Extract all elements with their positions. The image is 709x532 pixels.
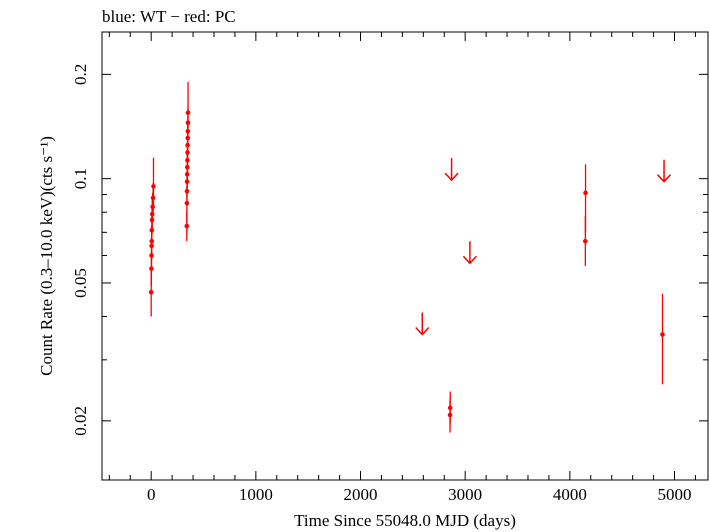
y-axis-ticks: 0.02 0.05 0.1 0.2 [71,64,708,436]
data-point [184,200,190,206]
data-point [184,223,190,229]
data-point [151,184,156,189]
x-tick-label: 4000 [553,485,587,504]
y-tick-label: 0.2 [71,64,90,85]
data-point [149,227,155,233]
x-tick-label: 0 [147,485,156,504]
data-point [184,179,190,184]
data-point [184,171,190,177]
x-tick-label: 2000 [344,485,378,504]
data-point [149,217,155,223]
upper-limit-arrow [415,312,430,336]
chart-title: blue: WT − red: PC [102,7,236,26]
data-point [185,135,191,141]
x-tick-label: 5000 [658,485,692,504]
data-point [149,253,154,258]
data-point [447,405,453,411]
x-axis-ticks: 0 1000 2000 3000 4000 5000 [108,32,696,504]
data-points [148,110,665,418]
error-bars [150,82,664,433]
data-point [447,412,453,418]
data-point [150,204,155,209]
data-point [148,289,154,295]
data-point [185,120,191,126]
y-tick-label: 0.05 [71,268,90,298]
x-tick-label: 3000 [448,485,482,504]
data-point [583,190,588,196]
data-point [149,238,155,244]
data-point [185,150,190,155]
data-point [149,243,154,249]
data-point [184,188,190,194]
data-point [185,142,190,148]
data-point [185,128,191,134]
y-tick-label: 0.02 [71,406,90,436]
x-tick-label: 1000 [239,485,273,504]
upper-limit-arrow [656,159,672,183]
data-point [185,110,191,116]
plot-frame [101,31,709,481]
upper-limit-arrow [462,241,477,265]
data-point [185,157,190,163]
upper-limit-arrow [444,158,459,182]
data-point [149,211,155,217]
data-point [185,164,190,170]
data-point [150,195,156,201]
data-point [149,266,154,271]
data-point [583,238,588,244]
x-axis-label: Time Since 55048.0 MJD (days) [294,511,516,530]
y-axis-label: Count Rate (0.3–10.0 keV)(cts s⁻¹) [37,136,56,376]
data-point [660,332,665,337]
upper-limit-arrows [415,158,672,336]
y-tick-label: 0.1 [71,168,90,189]
